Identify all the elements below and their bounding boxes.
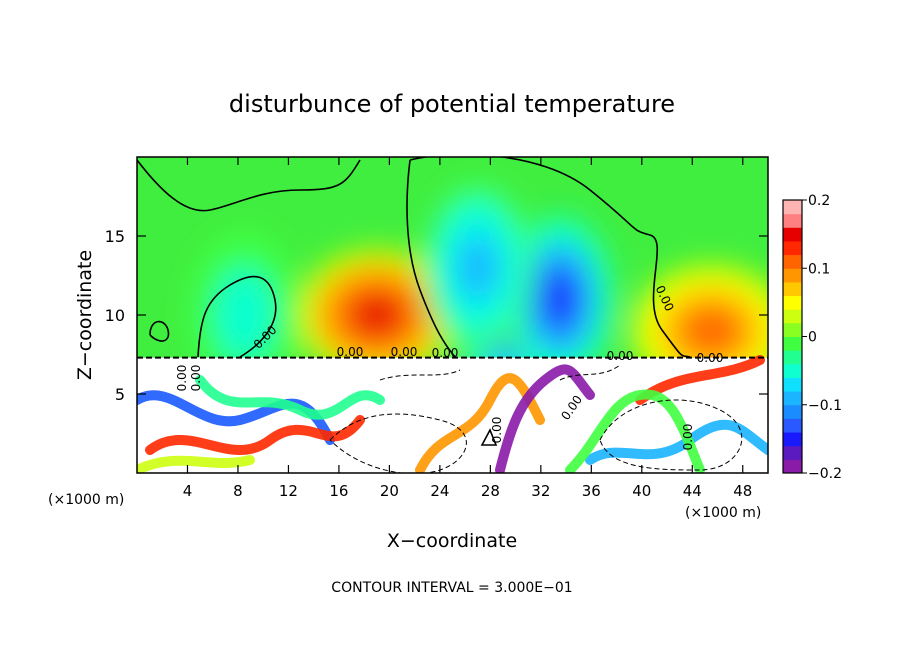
x-tick-label: 12: [279, 482, 298, 500]
y-tick-label: 15: [105, 227, 125, 246]
contour-line-5: [480, 428, 498, 446]
colorbar-swatch: [783, 281, 802, 297]
turbulence-streak-4: [495, 364, 595, 473]
turbulence-streak-7: [565, 389, 705, 473]
turbulence-streak-3: [415, 373, 545, 473]
colorbar-swatch: [783, 254, 802, 269]
x-tick-label: 40: [632, 482, 651, 500]
contour-label: 0.00: [607, 349, 634, 363]
colorbar-swatch: [783, 227, 802, 242]
contour-label: 0.00: [189, 365, 203, 392]
dashed-contour-3: [559, 364, 621, 381]
colorbar-swatch: [783, 445, 802, 460]
y-tick-label: 5: [115, 385, 125, 404]
colorbar-swatch: [783, 391, 802, 406]
x-tick-label: 24: [430, 482, 449, 500]
colorbar-swatch: [783, 309, 802, 324]
contour-line-1: [406, 159, 456, 358]
x-unit-right: (×1000 m): [685, 505, 761, 521]
dashed-contour-1: [599, 399, 743, 471]
colorbar-tick-label: −0.1: [808, 398, 842, 414]
field-blob-cold-3: [542, 272, 577, 326]
colorbar: 0.2 0.1 0 −0.1 −0.2: [782, 193, 842, 482]
x-tick-label: 32: [531, 482, 550, 500]
x-axis: 4 8 12 16 20 24 28 32 36 40 44 48: [183, 157, 752, 500]
x-tick-label: 20: [380, 482, 399, 500]
contour-line-4: [149, 320, 170, 342]
colorbar-swatch: [783, 295, 802, 310]
field-blob-warm-1: [686, 310, 736, 352]
colorbar-swatch: [783, 336, 802, 351]
contour-label: 0.00: [337, 345, 364, 359]
x-tick-label: 16: [329, 482, 348, 500]
field-blob-cold-5: [227, 288, 262, 342]
colorbar-tick-label: 0: [808, 330, 817, 346]
y-tick-label: 10: [105, 306, 125, 325]
turbulence-streak-2: [195, 375, 385, 420]
x-tick-label: 36: [582, 482, 601, 500]
colorbar-swatch: [783, 213, 802, 228]
contour-label: 0.00: [432, 346, 459, 360]
lower-turbulent-layer: [137, 355, 768, 473]
colorbar-swatch: [783, 432, 802, 447]
colorbar-swatch: [783, 200, 802, 215]
turbulence-streak-8: [137, 455, 255, 473]
y-axis-label: Z−coordinate: [74, 250, 96, 380]
dashed-contour-2: [379, 369, 461, 381]
x-tick-label: 28: [481, 482, 500, 500]
colorbar-swatch: [783, 240, 802, 256]
plot-area: 0.000.00 0.000.000.000.00 0.000.000.000.00…: [137, 157, 768, 473]
contour-interval-note: CONTOUR INTERVAL = 3.000E−01: [331, 580, 572, 596]
chart-title: disturbunce of potential temperature: [229, 90, 675, 118]
contour-label: 0.00: [175, 365, 189, 392]
colorbar-swatch: [783, 363, 802, 378]
colorbar-swatch: [783, 350, 802, 365]
colorbar-tick-label: 0.1: [808, 261, 830, 277]
colorbar-swatch: [783, 418, 802, 433]
x-tick-label: 4: [183, 482, 193, 500]
colorbar-swatch: [783, 268, 802, 283]
dashed-contour-0: [329, 413, 467, 473]
field-blob-warm-0: [352, 294, 402, 336]
colorbar-swatch: [783, 322, 802, 337]
field-blob-cold-4: [460, 241, 495, 294]
y-axis: 5 10 15: [105, 227, 768, 404]
contour-label: 0.00: [490, 417, 504, 444]
x-tick-label: 44: [683, 482, 702, 500]
contour-line-0: [137, 159, 361, 212]
colorbar-tick-label: 0.2: [808, 193, 830, 209]
x-axis-label: X−coordinate: [387, 530, 517, 552]
colorbar-swatch: [783, 377, 802, 392]
colorbar-swatch: [783, 404, 802, 419]
contour-label: 0.00: [391, 345, 418, 359]
contour-label: 0.00: [681, 424, 695, 451]
x-tick-label: 8: [233, 482, 243, 500]
contour-line-3: [197, 275, 277, 358]
x-unit-left: (×1000 m): [48, 492, 124, 508]
contour-label: 0.00: [697, 351, 724, 365]
colorbar-swatch: [783, 459, 802, 474]
x-tick-label: 48: [733, 482, 752, 500]
turbulence-streak-1: [145, 415, 365, 455]
colorbar-tick-label: −0.2: [808, 466, 842, 482]
